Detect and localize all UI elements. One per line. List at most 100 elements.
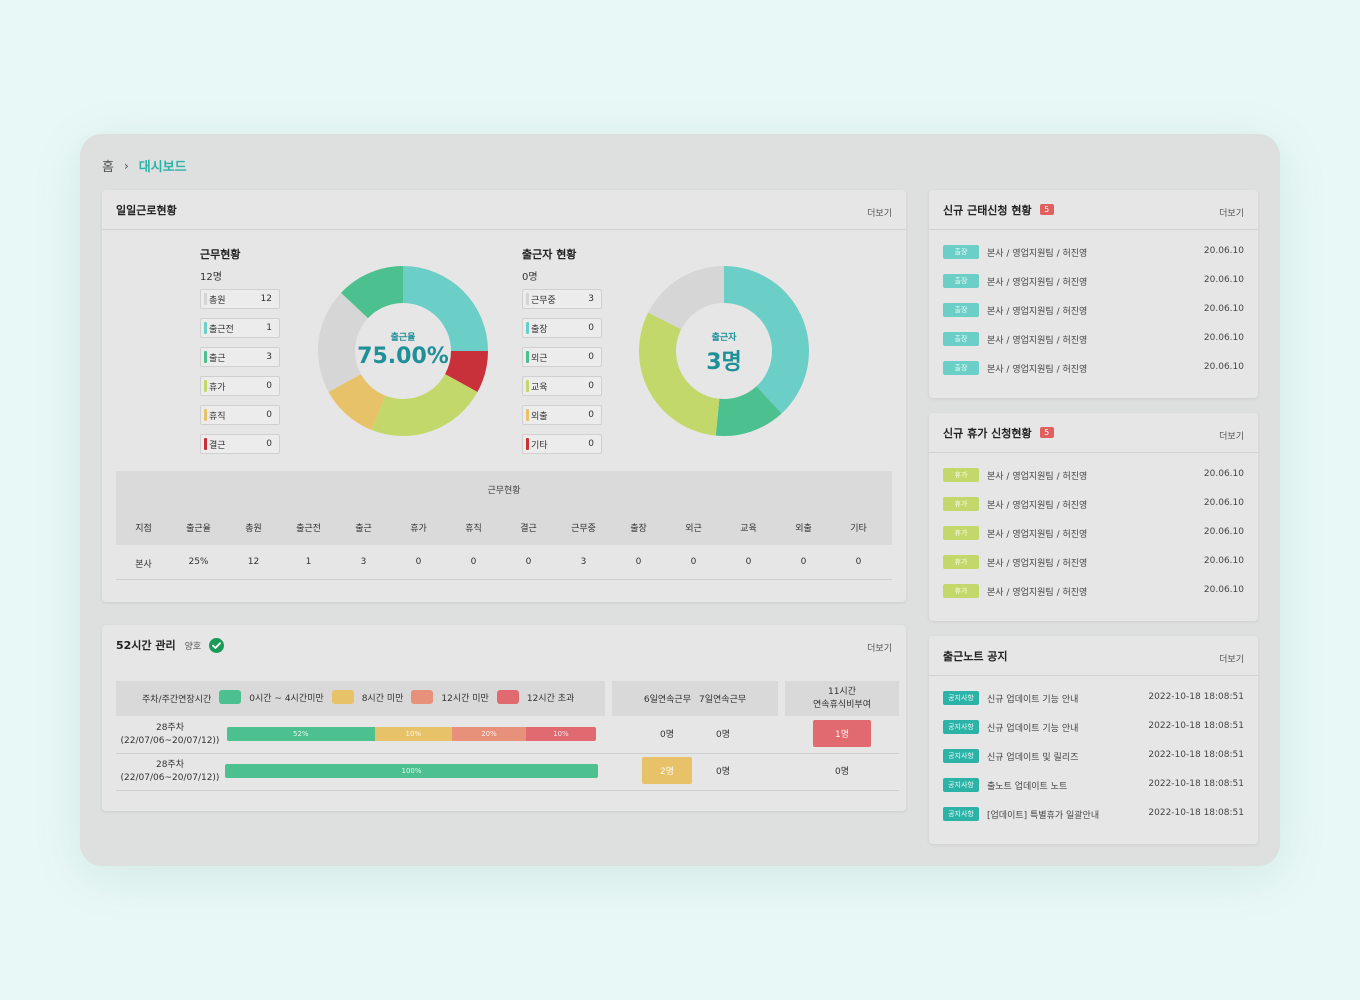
table-header-cell: 출근 [355,524,372,534]
rest-count: 0명 [834,767,849,777]
header-7day: 7일연속근무 [699,695,747,705]
att-stat-value: 0 [588,323,594,333]
list-item[interactable]: 출장 본사 / 영업지원팀 / 허진영 20.06.10 [943,360,1244,376]
list-item[interactable]: 휴가 본사 / 영업지원팀 / 허진영 20.06.10 [943,525,1244,541]
list-item[interactable]: 공지사항 신규 업데이트 기능 안내 2022-10-18 18:08:51 [943,690,1244,706]
attendance-rate-center: 출근율 75.00% [348,330,458,369]
legend-swatch [411,690,434,704]
daily-work-more-link[interactable]: 더보기 [867,209,892,219]
seven-day-count: 0명 [715,767,730,777]
list-item-tag: 휴가 [943,497,979,511]
list-item-tag: 공지사항 [943,807,979,821]
att-stat-color-bar [526,293,529,305]
list-item[interactable]: 출장 본사 / 영업지원팀 / 허진영 20.06.10 [943,244,1244,260]
list-item-date: 20.06.10 [1203,333,1244,343]
list-item-date: 20.06.10 [1203,585,1244,595]
list-item[interactable]: 휴가 본사 / 영업지원팀 / 허진영 20.06.10 [943,467,1244,483]
attendees-center-label: 출근자 [711,333,737,343]
hours-bar-segment: 100% [225,764,598,778]
table-header-cell: 출근율 [186,524,211,534]
table-cell: 1 [305,557,312,567]
attendees-center-value: 3명 [706,350,742,375]
table-cell: 본사 [135,560,152,570]
work-stat-label: 출근전 [209,324,234,335]
hours-bar-segment: 52% [227,727,375,741]
attendance-requests-more-link[interactable]: 더보기 [1219,209,1244,219]
list-item-text: 본사 / 영업지원팀 / 허진영 [987,558,1088,569]
work-status-count: 12명 [200,272,222,283]
list-item-tag: 휴가 [943,584,979,598]
list-item-text: 본사 / 영업지원팀 / 허진영 [987,587,1088,598]
list-item[interactable]: 출장 본사 / 영업지원팀 / 허진영 20.06.10 [943,331,1244,347]
list-item[interactable]: 휴가 본사 / 영업지원팀 / 허진영 20.06.10 [943,496,1244,512]
hours52-more-link[interactable]: 더보기 [867,644,892,654]
attendance-rate-slice-orange [328,374,386,431]
work-stat-label: 결근 [209,440,226,451]
list-item[interactable]: 공지사항 출노트 업데이트 노트 2022-10-18 18:08:51 [943,777,1244,793]
work-status-table-caption: 근무현황 [487,486,521,496]
week-legend-header: 주차/주간연장시간 0시간 ~ 4시간미만 8시간 미만 12시간 미만 12시간 초… [116,681,605,716]
list-item[interactable]: 휴가 본사 / 영업지원팀 / 허진영 20.06.10 [943,554,1244,570]
rest-count[interactable]: 1명 [813,720,871,747]
attendance-requests-card: 신규 근태신청 현황 5 더보기 출장 본사 / 영업지원팀 / 허진영 20.06… [929,190,1258,398]
list-item-date: 20.06.10 [1203,556,1244,566]
table-cell: 0 [745,557,752,567]
leave-requests-more-link[interactable]: 더보기 [1219,432,1244,442]
attendees-slice-green [715,386,782,436]
work-stat-item: 휴가 0 [200,376,280,396]
legend-item: 12시간 초과 [496,690,575,704]
notices-more-link[interactable]: 더보기 [1219,655,1244,665]
hours-legend: 0시간 ~ 4시간미만 8시간 미만 12시간 미만 12시간 초과 [219,690,582,707]
list-item-tag: 휴가 [943,555,979,569]
list-item[interactable]: 출장 본사 / 영업지원팀 / 허진영 20.06.10 [943,273,1244,289]
work-stat-value: 0 [266,410,272,420]
att-stat-label: 외근 [531,353,548,364]
att-stat-item: 교육 0 [522,376,602,396]
att-stat-item: 출장 0 [522,318,602,338]
attendance-requests-badge: 5 [1039,204,1054,215]
attendance-requests-title: 신규 근태신청 현황 [943,203,1032,217]
list-item[interactable]: 공지사항 [업데이트] 특별휴가 일괄안내 2022-10-18 18:08:51 [943,806,1244,822]
table-header-cell: 출장 [630,524,647,534]
work-stat-label: 총원 [209,295,226,306]
notices-header: 출근노트 공지 더보기 [929,636,1258,676]
six-day-count[interactable]: 2명 [642,757,692,784]
table-header-cell: 교육 [740,524,757,534]
list-item-text: 본사 / 영업지원팀 / 허진영 [987,529,1088,540]
work-stat-item: 결근 0 [200,434,280,454]
week-number: 28주차 [155,760,184,770]
attendance-rate-slice-red [445,351,488,392]
attendees-center: 출근자 3명 [669,330,779,376]
list-item-date: 2022-10-18 18:08:51 [1148,692,1244,702]
list-item-text: 신규 업데이트 및 릴리즈 [987,752,1079,763]
legend-item: 12시간 미만 [411,690,489,704]
legend-label: 12시간 초과 [526,693,575,704]
list-item[interactable]: 휴가 본사 / 영업지원팀 / 허진영 20.06.10 [943,583,1244,599]
att-stat-label: 외출 [531,411,548,422]
list-item-date: 20.06.10 [1203,469,1244,479]
attendance-requests-header: 신규 근태신청 현황 5 더보기 [929,190,1258,230]
leave-requests-badge: 5 [1039,427,1054,438]
table-cell: 12 [247,557,260,567]
work-stat-color-bar [204,322,207,334]
list-item[interactable]: 공지사항 신규 업데이트 및 릴리즈 2022-10-18 18:08:51 [943,748,1244,764]
table-header-cell: 총원 [245,524,262,534]
hours52-status-text: 양호 [184,641,202,652]
list-item[interactable]: 공지사항 신규 업데이트 기능 안내 2022-10-18 18:08:51 [943,719,1244,735]
legend-swatch [496,690,519,704]
table-cell: 3 [360,557,367,567]
list-item[interactable]: 출장 본사 / 영업지원팀 / 허진영 20.06.10 [943,302,1244,318]
work-stat-value: 3 [266,352,272,362]
att-stat-item: 기타 0 [522,434,602,454]
breadcrumb-home[interactable]: 홈 [102,160,114,175]
daily-work-title: 일일근로현황 [116,203,177,217]
list-item-text: 신규 업데이트 기능 안내 [987,694,1079,705]
attendees-slice-teal [724,266,809,414]
dashboard-frame: 홈 › 대시보드 일일근로현황 더보기 근무현황 12명 총원 12 출근전 1 출근 3… [80,134,1280,866]
list-item-tag: 공지사항 [943,691,979,705]
work-stat-label: 휴가 [209,382,226,393]
list-item-tag: 휴가 [943,526,979,540]
legend-label: 12시간 미만 [441,693,489,704]
list-item-date: 2022-10-18 18:08:51 [1148,779,1244,789]
work-stat-item: 총원 12 [200,289,280,309]
